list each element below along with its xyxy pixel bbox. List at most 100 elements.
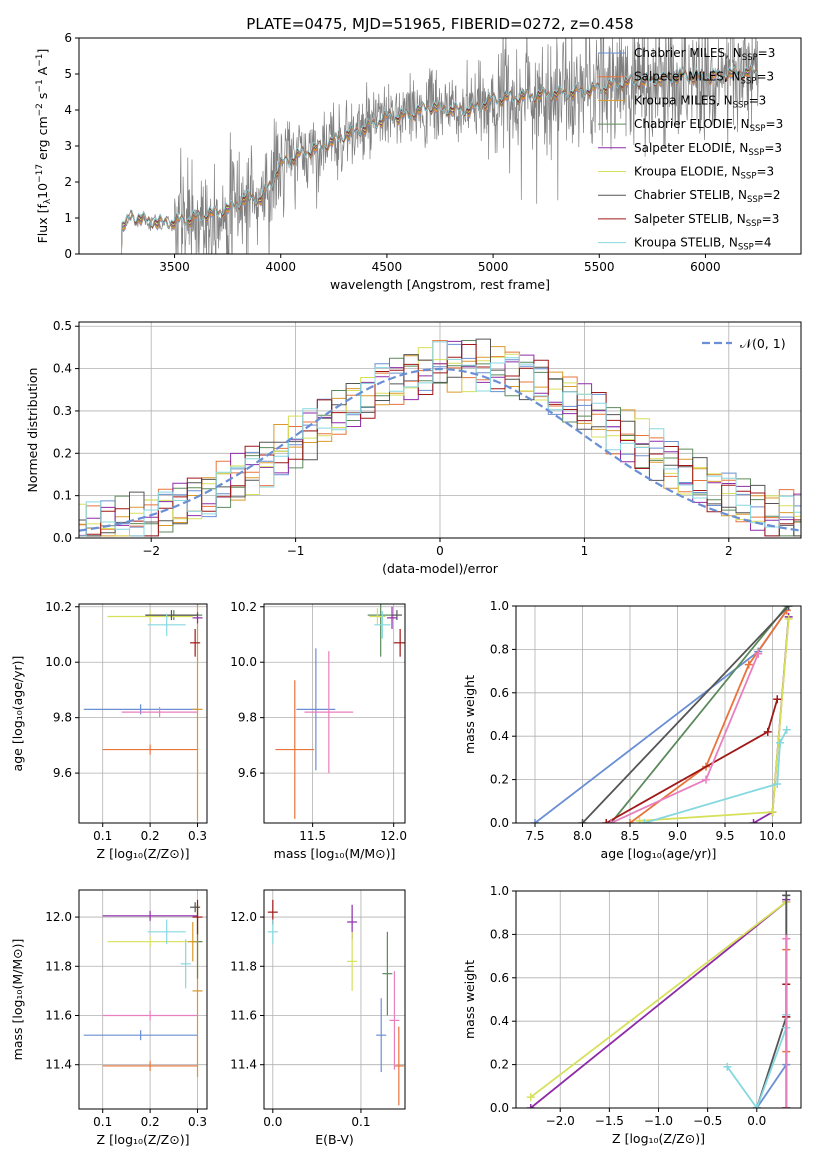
y-tick-label: 10.2 bbox=[45, 600, 72, 614]
legend-sub: SSP bbox=[742, 53, 758, 63]
y-label-part: 10 bbox=[35, 183, 50, 199]
residual-histogram bbox=[79, 344, 801, 537]
y-tick-label: 12.0 bbox=[45, 910, 72, 924]
data-point bbox=[102, 1010, 198, 1021]
series-marker bbox=[640, 819, 649, 823]
y-tick-label: 9.6 bbox=[238, 766, 257, 780]
legend-name: Salpeter STELIB, N bbox=[634, 212, 746, 226]
series-marker bbox=[776, 738, 785, 747]
series-marker bbox=[782, 934, 791, 943]
series-marker bbox=[784, 615, 793, 624]
y-tick-label: 12.0 bbox=[230, 910, 257, 924]
x-axis-label: (data-model)/error bbox=[382, 561, 499, 576]
y-label-part: −17 bbox=[35, 164, 45, 183]
legend-label: 𝒩(0, 1) bbox=[740, 336, 786, 351]
legend-value: =3 bbox=[749, 93, 767, 107]
x-tick-label: 11.5 bbox=[299, 829, 326, 843]
legend-name: Chabrier STELIB, N bbox=[634, 188, 747, 202]
gaussian-curve bbox=[79, 367, 801, 532]
y-tick-label: 0.4 bbox=[490, 729, 509, 743]
series-marker bbox=[702, 775, 710, 784]
y-tick-label: 0.4 bbox=[490, 1014, 509, 1028]
residual-histogram bbox=[79, 341, 801, 537]
y-tick-label: 4 bbox=[64, 103, 72, 117]
y-axis-label: mass [log₁₀(M/M⊙)] bbox=[10, 939, 25, 1061]
data-point bbox=[389, 971, 400, 1070]
data-point bbox=[180, 939, 191, 989]
x-tick-label: 1 bbox=[581, 544, 589, 558]
series-marker bbox=[635, 816, 644, 823]
data-point bbox=[147, 919, 186, 945]
x-tick-label: 0.2 bbox=[141, 829, 160, 843]
y-tick-label: 10.0 bbox=[230, 655, 257, 669]
y-tick-label: 0.1 bbox=[53, 489, 72, 503]
x-tick-label: 7.5 bbox=[525, 829, 544, 843]
y-axis-label: Normed distribution bbox=[25, 368, 40, 493]
series-marker bbox=[782, 1104, 791, 1108]
legend-label: Salpeter MILES, NSSP=3 bbox=[634, 70, 774, 87]
series-marker bbox=[782, 891, 791, 900]
y-tick-label: 6 bbox=[64, 31, 72, 45]
axes-frame bbox=[78, 603, 208, 824]
legend-name: Kroupa STELIB, N bbox=[634, 236, 738, 250]
y-tick-label: 1 bbox=[64, 211, 72, 225]
x-tick-label: −2.0 bbox=[546, 1114, 575, 1128]
panel-age_vs_mass: 11.5 12.0 9.6 9.8 10.0 10.2 mass [log₁₀(M/M⊙)] bbox=[230, 600, 407, 861]
legend-name: Chabrier ELODIE, N bbox=[634, 117, 750, 131]
y-tick-label: 9.6 bbox=[53, 766, 72, 780]
y-tick-label: 5 bbox=[64, 67, 72, 81]
x-tick-label: 6000 bbox=[690, 260, 721, 274]
legend-value: =3 bbox=[758, 46, 776, 60]
data-point bbox=[102, 744, 198, 755]
plot-area bbox=[79, 338, 801, 537]
y-tick-label: 3 bbox=[64, 139, 72, 153]
x-tick-label: 8.0 bbox=[573, 829, 592, 843]
x-tick-label: 0.0 bbox=[263, 1115, 282, 1129]
data-point bbox=[376, 998, 387, 1073]
legend-value: =3 bbox=[766, 117, 784, 131]
x-axis-label: Z [log₁₀(Z/Z⊙)] bbox=[97, 846, 190, 861]
x-tick-label: 0.1 bbox=[93, 829, 112, 843]
x-tick-label: 0.1 bbox=[93, 1115, 112, 1129]
axes-frame bbox=[78, 889, 208, 1110]
series-marker bbox=[749, 819, 758, 823]
x-tick-label: 3500 bbox=[159, 260, 190, 274]
axes-frame bbox=[263, 889, 406, 1110]
y-tick-label: 11.8 bbox=[45, 959, 72, 973]
y-tick-label: 0.2 bbox=[490, 773, 509, 787]
series-marker bbox=[768, 808, 777, 817]
series-marker bbox=[602, 819, 611, 823]
y-tick-label: 11.8 bbox=[230, 959, 257, 973]
legend-label: Chabrier MILES, NSSP=3 bbox=[634, 46, 775, 63]
panel-age_vs_Z: 0.1 0.2 0.3 9.6 9.8 10.0 10.2 Z [log₁₀(Z/Z⊙)] ag… bbox=[10, 600, 208, 861]
y-tick-label: 0.2 bbox=[53, 446, 72, 460]
y-axis-label: mass weight bbox=[462, 960, 477, 1039]
axes-frame bbox=[263, 603, 406, 824]
x-tick-label: 0.3 bbox=[188, 1115, 207, 1129]
y-tick-label: 0.0 bbox=[490, 816, 509, 830]
legend-sub: SSP bbox=[733, 100, 749, 110]
y-tick-label: 11.6 bbox=[230, 1008, 257, 1022]
legend-value: =3 bbox=[756, 165, 774, 179]
x-axis-label: age [log₁₀(age/yr)] bbox=[601, 846, 717, 861]
series-marker bbox=[526, 1093, 535, 1102]
y-tick-label: 2 bbox=[64, 175, 72, 189]
series-marker bbox=[526, 1104, 535, 1108]
legend-label: Salpeter STELIB, NSSP=3 bbox=[634, 212, 779, 229]
y-tick-label: 9.8 bbox=[53, 711, 72, 725]
series-marker bbox=[752, 1104, 761, 1108]
data-point bbox=[192, 899, 203, 935]
y-label-part: λ bbox=[43, 198, 53, 204]
mass-weight-series bbox=[629, 609, 788, 823]
data-point bbox=[304, 651, 354, 774]
series-marker bbox=[763, 727, 772, 736]
legend-name: Salpeter ELODIE, N bbox=[634, 141, 748, 155]
data-point bbox=[296, 648, 336, 771]
data-point bbox=[393, 1026, 404, 1106]
data-point bbox=[107, 936, 193, 947]
y-tick-label: 0.4 bbox=[53, 362, 72, 376]
series-marker bbox=[723, 1062, 732, 1071]
plot-area bbox=[83, 604, 203, 821]
y-tick-label: 0.5 bbox=[53, 319, 72, 333]
